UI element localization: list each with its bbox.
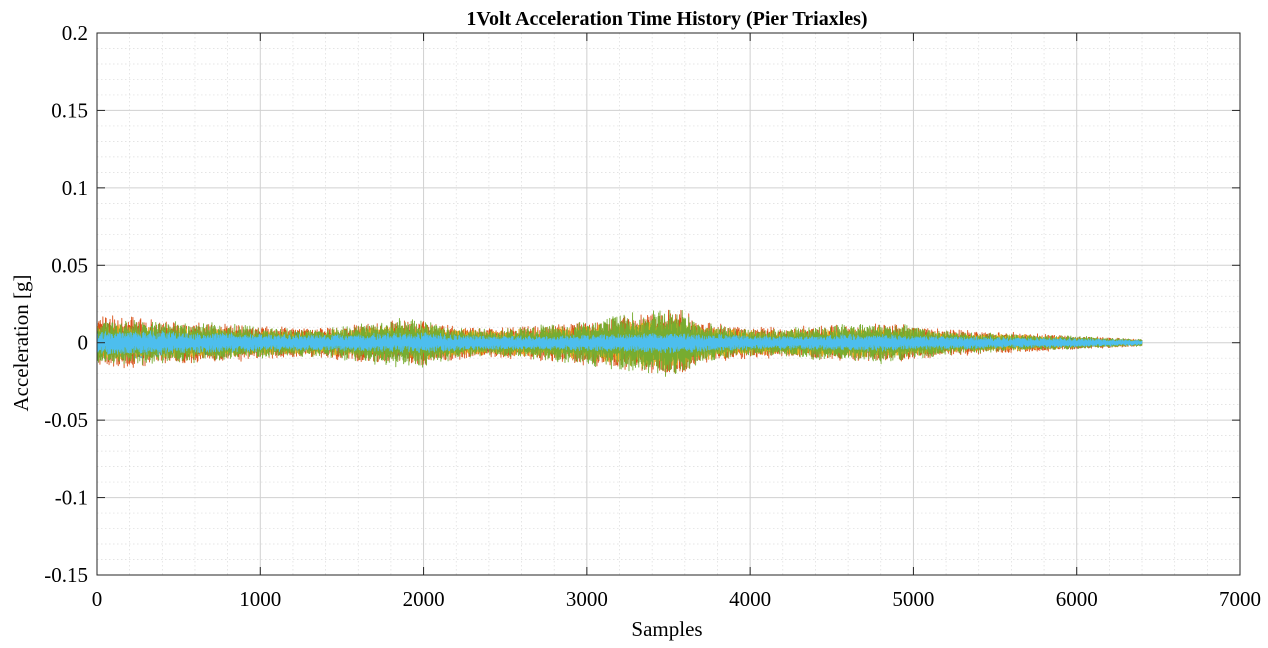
x-tick-label: 1000: [239, 587, 281, 611]
x-tick-label: 3000: [566, 587, 608, 611]
y-tick-label: 0.05: [51, 253, 88, 277]
y-tick-label: 0.2: [62, 21, 88, 45]
plot-area-border: [96, 32, 1241, 576]
y-tick-label: 0: [78, 331, 89, 355]
x-tick-label: 0: [92, 587, 103, 611]
x-tick-label: 2000: [403, 587, 445, 611]
x-tick-label: 6000: [1056, 587, 1098, 611]
x-tick-label: 5000: [892, 587, 934, 611]
y-tick-label: -0.15: [44, 563, 88, 587]
x-tick-label: 4000: [729, 587, 771, 611]
x-axis-title: Samples: [631, 617, 702, 641]
chart-title: 1Volt Acceleration Time History (Pier Tr…: [466, 8, 867, 30]
series-5-line: [96, 330, 1143, 356]
y-tick-label: -0.05: [44, 408, 88, 432]
x-tick-label: 7000: [1219, 587, 1261, 611]
y-tick-label: 0.1: [62, 176, 88, 200]
y-tick-label: -0.1: [55, 486, 88, 510]
plot-layer: 0 1000 2000 3000 4000 5000 6000 7000 -0.15 -0.1 -0…: [44, 21, 1261, 611]
y-tick-label: 0.15: [51, 98, 88, 122]
y-axis-title: Acceleration [g]: [9, 274, 33, 411]
